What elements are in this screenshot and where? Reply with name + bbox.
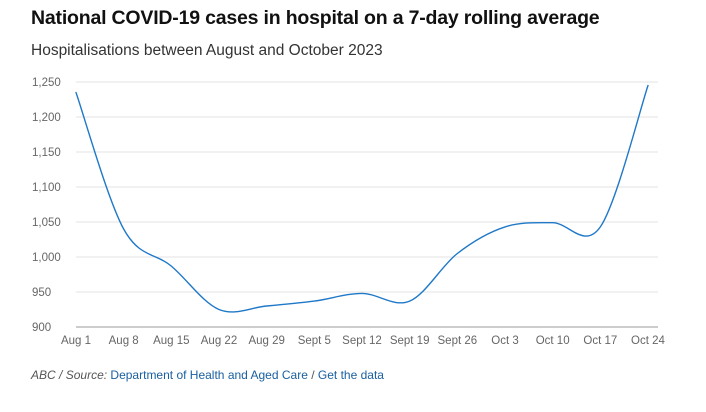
series-lines bbox=[75, 84, 649, 313]
line-chart: 900 950 1,000 1,050 1,100 1,150 1,200 1,250 Aug… bbox=[32, 77, 666, 347]
x-tick-label: Sept 19 bbox=[390, 335, 430, 347]
x-tick-label: Sept 5 bbox=[298, 335, 331, 347]
x-tick-label: Oct 17 bbox=[583, 335, 617, 347]
x-tick-label: Oct 10 bbox=[536, 335, 570, 347]
x-tick-label: Sept 26 bbox=[438, 335, 478, 347]
series-line bbox=[75, 84, 649, 313]
footer-separator: / bbox=[311, 368, 315, 382]
y-tick-label: 1,250 bbox=[32, 77, 61, 89]
x-tick-label: Oct 24 bbox=[631, 335, 665, 347]
y-tick-label: 1,200 bbox=[32, 112, 61, 124]
y-tick-label: 1,150 bbox=[32, 147, 61, 159]
chart-subtitle: Hospitalisations between August and Octo… bbox=[31, 42, 383, 59]
y-tick-label: 1,050 bbox=[32, 217, 61, 229]
x-tick-label: Aug 8 bbox=[109, 335, 139, 347]
credit-text: ABC bbox=[31, 368, 56, 382]
source-link[interactable]: Department of Health and Aged Care bbox=[110, 368, 308, 382]
x-tick-label: Aug 15 bbox=[153, 335, 189, 347]
y-axis-ticks: 900 950 1,000 1,050 1,100 1,150 1,200 1,250 bbox=[32, 77, 61, 334]
gridlines bbox=[76, 81, 658, 328]
chart-title: National COVID-19 cases in hospital on a… bbox=[31, 7, 600, 29]
x-tick-label: Sept 12 bbox=[342, 335, 382, 347]
x-tick-label: Oct 3 bbox=[491, 335, 518, 347]
x-tick-label: Aug 22 bbox=[201, 335, 237, 347]
y-tick-label: 900 bbox=[32, 322, 51, 334]
get-data-link[interactable]: Get the data bbox=[317, 368, 384, 382]
source-label: Source: bbox=[65, 368, 108, 382]
y-tick-label: 1,000 bbox=[32, 252, 61, 264]
y-tick-label: 950 bbox=[32, 287, 51, 299]
footer-separator: / bbox=[59, 368, 63, 382]
y-tick-label: 1,100 bbox=[32, 182, 61, 194]
x-tick-label: Aug 1 bbox=[61, 335, 91, 347]
x-tick-label: Aug 29 bbox=[248, 335, 284, 347]
x-axis-ticks: Aug 1 Aug 8 Aug 15 Aug 22 Aug 29 Sept 5 Sept 1… bbox=[61, 335, 666, 347]
chart-footer: ABC / Source: Department of Health and A… bbox=[31, 368, 384, 382]
